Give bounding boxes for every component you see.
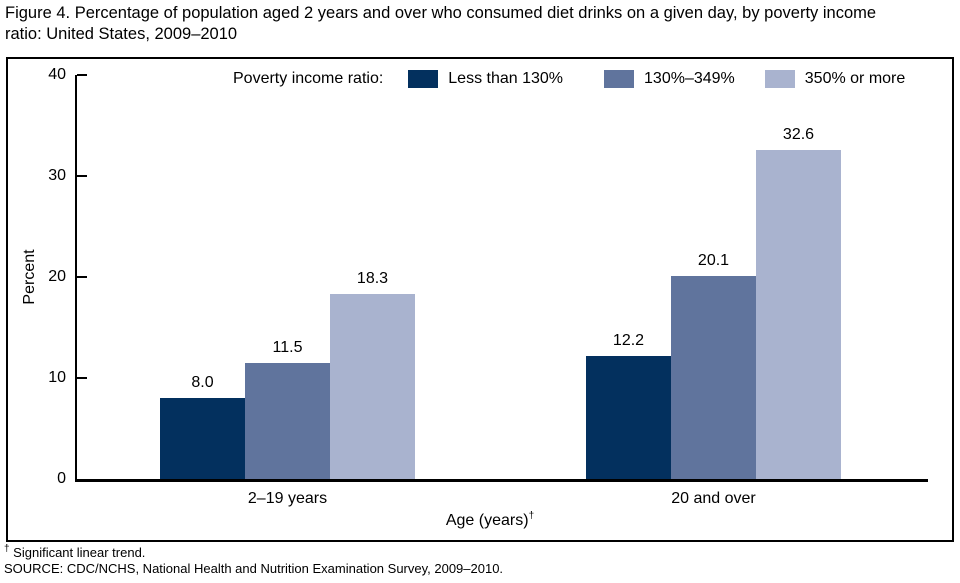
chart-legend: Poverty income ratio: Less than 130% 130%…	[233, 70, 905, 88]
footnote-significant-trend: † Significant linear trend.	[4, 543, 503, 561]
figure-title-line1: Figure 4. Percentage of population aged …	[5, 4, 877, 22]
legend-item-2: 350% or more	[764, 70, 906, 88]
y-axis-tick-10	[77, 377, 87, 380]
figure-footnotes: † Significant linear trend. SOURCE: CDC/…	[4, 543, 504, 577]
legend-swatch-icon	[764, 70, 795, 88]
legend-item-1: 130%–349%	[604, 70, 735, 88]
bar-20-and-over-series-2	[756, 150, 841, 479]
x-axis-title-dagger-superscript: †	[528, 510, 535, 522]
legend-item-label: 130%–349%	[644, 70, 735, 87]
legend-title: Poverty income ratio:	[233, 70, 384, 87]
bar-value-label: 32.6	[782, 126, 815, 144]
x-axis-title-text: Age (years)	[445, 512, 529, 529]
bar-20-and-over-series-0	[586, 355, 671, 479]
bar-2–19-years-series-0	[160, 398, 245, 479]
y-axis-tick-20	[77, 276, 87, 279]
footnote-dagger-symbol: †	[4, 543, 10, 555]
figure-title: Figure 4. Percentage of population aged …	[5, 3, 953, 45]
y-axis-tick-40	[77, 74, 87, 77]
bar-value-label: 11.5	[272, 338, 303, 356]
y-axis-tick-label-30: 30	[48, 167, 66, 185]
footnote-text: Significant linear trend.	[9, 545, 146, 560]
bar-2–19-years-series-2	[330, 294, 415, 479]
bar-2–19-years-series-1	[245, 362, 330, 479]
figure-title-line2: ratio: United States, 2009–2010	[5, 25, 238, 43]
legend-swatch-icon	[604, 70, 635, 88]
x-axis-title: Age (years)†	[380, 510, 600, 530]
y-axis-tick-label-10: 10	[48, 369, 66, 387]
chart-plot-frame: Poverty income ratio: Less than 130% 130%…	[6, 57, 954, 542]
y-axis-tick-label-0: 0	[57, 470, 66, 487]
source-line: SOURCE: CDC/NCHS, National Health and Nu…	[4, 561, 504, 576]
x-axis-category-label-0: 2–19 years	[247, 490, 328, 507]
y-axis-tick-30	[77, 175, 87, 178]
x-axis-category-label-1: 20 and over	[671, 490, 756, 507]
y-axis-line	[75, 75, 77, 481]
legend-item-0: Less than 130%	[408, 70, 563, 88]
legend-item-label: Less than 130%	[448, 70, 564, 87]
legend-item-label: 350% or more	[804, 70, 906, 87]
y-axis-tick-label-20: 20	[48, 268, 66, 286]
bar-value-label: 20.1	[697, 252, 730, 270]
bar-value-label: 18.3	[356, 270, 389, 288]
bar-value-label: 8.0	[191, 374, 214, 392]
bar-20-and-over-series-1	[671, 276, 756, 479]
y-axis-tick-label-40: 40	[48, 66, 66, 84]
x-axis-baseline	[75, 479, 928, 482]
legend-swatch-icon	[408, 70, 439, 88]
bar-value-label: 12.2	[612, 331, 645, 349]
